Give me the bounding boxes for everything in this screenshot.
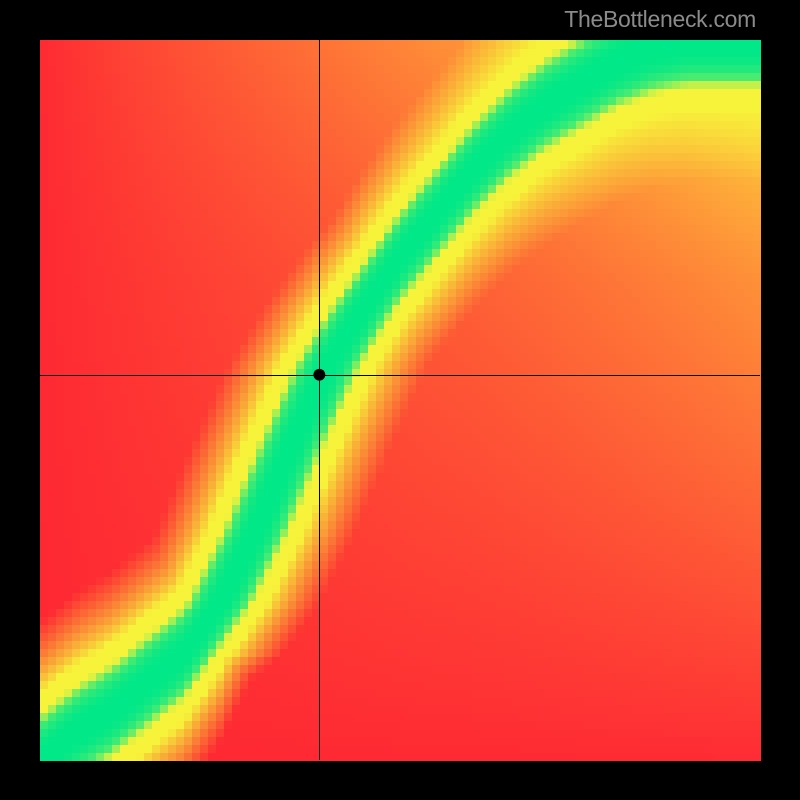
watermark: TheBottleneck.com [564,6,756,33]
bottleneck-heatmap [0,0,800,800]
chart-container: TheBottleneck.com [0,0,800,800]
